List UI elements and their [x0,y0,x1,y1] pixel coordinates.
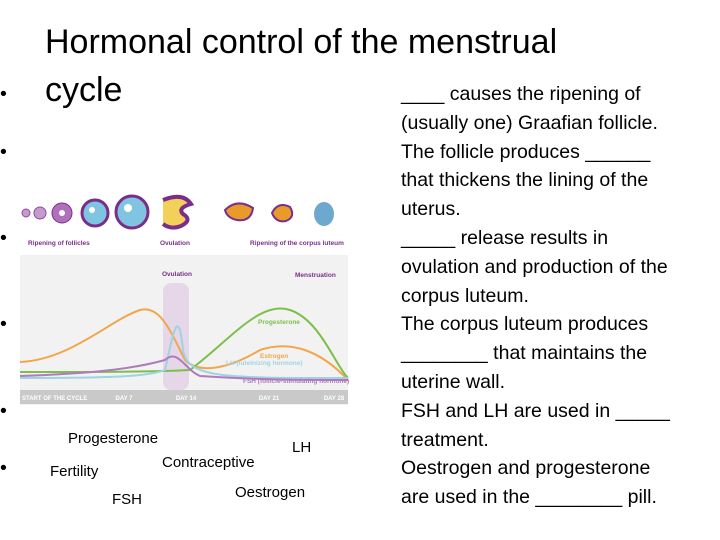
bullet-text: are used in the ________ pill. [401,486,657,509]
hormone-label: FSH (follicle-stimulating hormone) [243,378,349,385]
word-bank-item: Oestrogen [235,484,306,501]
word-bank-item: Fertility [50,463,99,480]
stage-label: Ovulation [160,240,190,247]
day-label: DAY 21 [259,396,280,402]
bullet-marker: • [0,140,7,163]
event-label: Menstruation [295,272,336,279]
word-bank-item: Progesterone [68,430,159,447]
word-bank-item: LH [292,439,312,456]
bullet-text: The follicle produces ______ [401,140,651,163]
stage-label: Ripening of the corpus luteum [250,240,344,247]
word-bank-item: FSH [112,491,142,508]
bullet-text: The corpus luteum produces [401,313,649,336]
word-bank-item: Contraceptive [162,454,255,471]
hormone-label: Estrogen [260,353,288,360]
hormone-label: Progesterone [258,319,300,326]
bullet-marker: • [0,457,7,480]
bullet-marker: • [0,83,7,105]
day-label: START OF THE CYCLE [22,396,87,402]
bullet-text: treatment. [401,428,489,451]
bullet-marker: • [0,313,7,336]
bullet-text: (usually one) Graafian follicle. [401,111,658,134]
bullet-text: uterine wall. [401,371,506,393]
bullet-text: Oestrogen and progesterone [401,457,651,480]
bullet-text: ovulation and production of the [401,255,668,278]
slide-title: Hormonal control of the menstrual [45,23,558,61]
bullet-text: ____ causes the ripening of [401,83,641,105]
bullet-marker: • [0,227,7,249]
bullet-text: corpus luteum. [401,284,529,307]
follicles [21,194,334,230]
slide-title: cycle [45,71,123,109]
bullet-text: that thickens the lining of the [401,169,649,192]
day-label: DAY 7 [115,396,133,402]
bullet-marker: • [0,399,7,422]
stage-label: Ripening of follicles [28,240,90,247]
day-label: DAY 28 [324,396,345,402]
hormone-curves [19,307,349,381]
day-axis [20,390,348,404]
hormone-label: LH (luteinizing hormone) [226,360,303,367]
ovulation-band [163,283,189,390]
event-label: Ovulation [162,271,192,278]
bullet-text: ________ that maintains the [401,342,648,365]
bullet-text: _____ release results in [401,227,609,249]
bullet-text: uterus. [401,198,461,221]
day-label: DAY 14 [176,396,197,402]
bullet-text: FSH and LH are used in _____ [401,399,670,422]
